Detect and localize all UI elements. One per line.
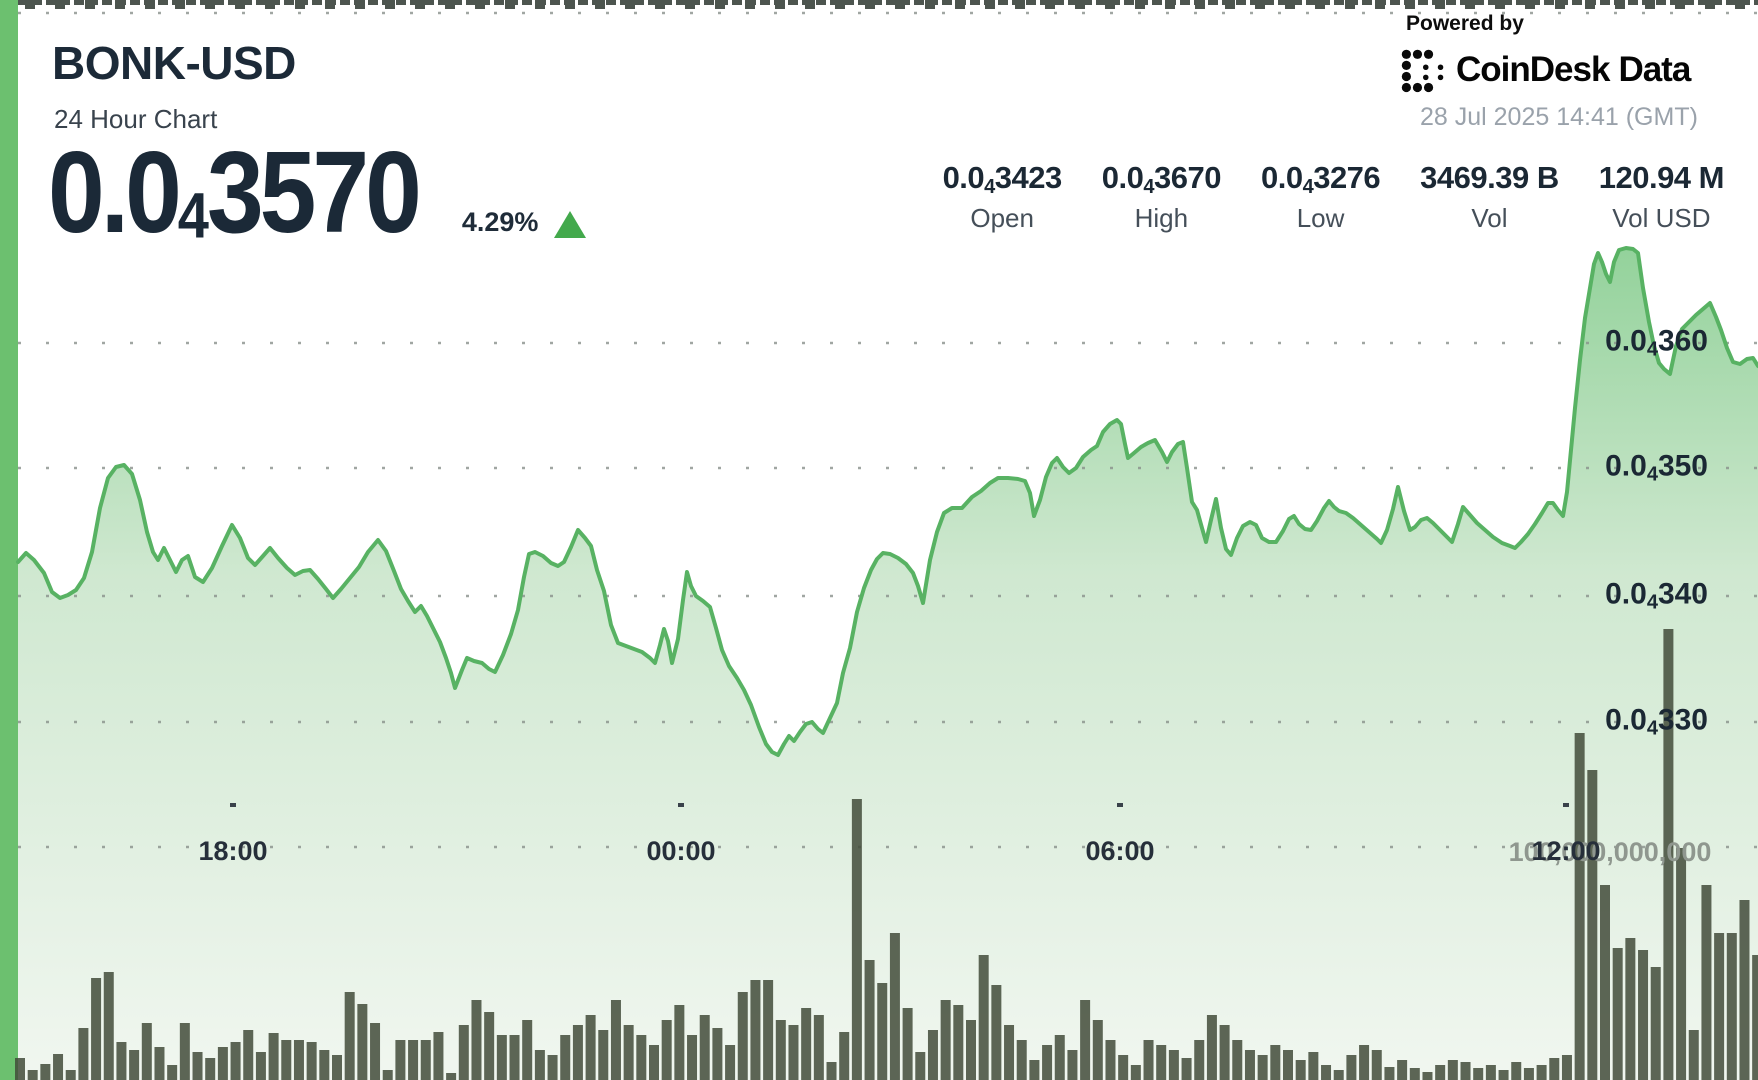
up-triangle-icon: [554, 211, 587, 238]
stat-high: 0.043670 High: [1101, 160, 1222, 234]
current-price: 0.043570: [48, 134, 422, 252]
symbol-title: BONK-USD: [52, 37, 296, 89]
top-volume-bars-fragment: [18, 0, 1758, 9]
volume-bars: [15, 629, 1758, 1080]
stat-low-label: Low: [1296, 203, 1345, 233]
stat-vol-usd-value: 120.94 M: [1598, 160, 1725, 195]
price-change-percent: 4.29%: [461, 207, 539, 237]
powered-by-label: Powered by: [1406, 12, 1524, 35]
ohlc-stats-row: 0.043423 Open 0.043670 High 0.043276 Low…: [942, 160, 1725, 234]
stat-vol-value: 3469.39 B: [1420, 160, 1559, 195]
stat-open: 0.043423 Open: [942, 160, 1063, 234]
stat-open-label: Open: [970, 203, 1034, 233]
stat-high-value: 0.043670: [1101, 160, 1222, 198]
price-post: 3570: [206, 126, 422, 257]
stat-vol-usd-label: Vol USD: [1612, 203, 1711, 233]
stat-low: 0.043276 Low: [1260, 160, 1381, 234]
stat-open-value: 0.043423: [942, 160, 1063, 198]
price-area: [18, 248, 1758, 1080]
left-accent-bar: [0, 0, 18, 1080]
coindesk-branding: Powered by CoinDesk Data 28 Jul 2025 14:4…: [1400, 12, 1698, 132]
stat-low-value: 0.043276: [1260, 160, 1381, 198]
stat-vol-label: Vol: [1471, 203, 1508, 233]
stat-vol-usd: 120.94 M Vol USD: [1598, 160, 1725, 234]
price-line: [16, 246, 1758, 757]
coindesk-logo-text: CoinDesk Data: [1456, 50, 1691, 89]
chart-range-subtitle: 24 Hour Chart: [54, 104, 218, 134]
price-subscript: 4: [177, 179, 209, 252]
stat-vol: 3469.39 B Vol: [1420, 160, 1559, 234]
coindesk-logo: CoinDesk Data: [1400, 46, 1698, 94]
current-price-row: 0.043570 4.29%: [48, 134, 587, 250]
grid-dotted-lines: [18, 11, 1758, 849]
price-pre: 0.0: [48, 126, 182, 257]
x-axis-tick-marks: [230, 803, 1569, 807]
stat-high-label: High: [1134, 203, 1189, 233]
coindesk-logo-icon: [1401, 49, 1444, 93]
chart-timestamp: 28 Jul 2025 14:41 (GMT): [1420, 103, 1698, 131]
